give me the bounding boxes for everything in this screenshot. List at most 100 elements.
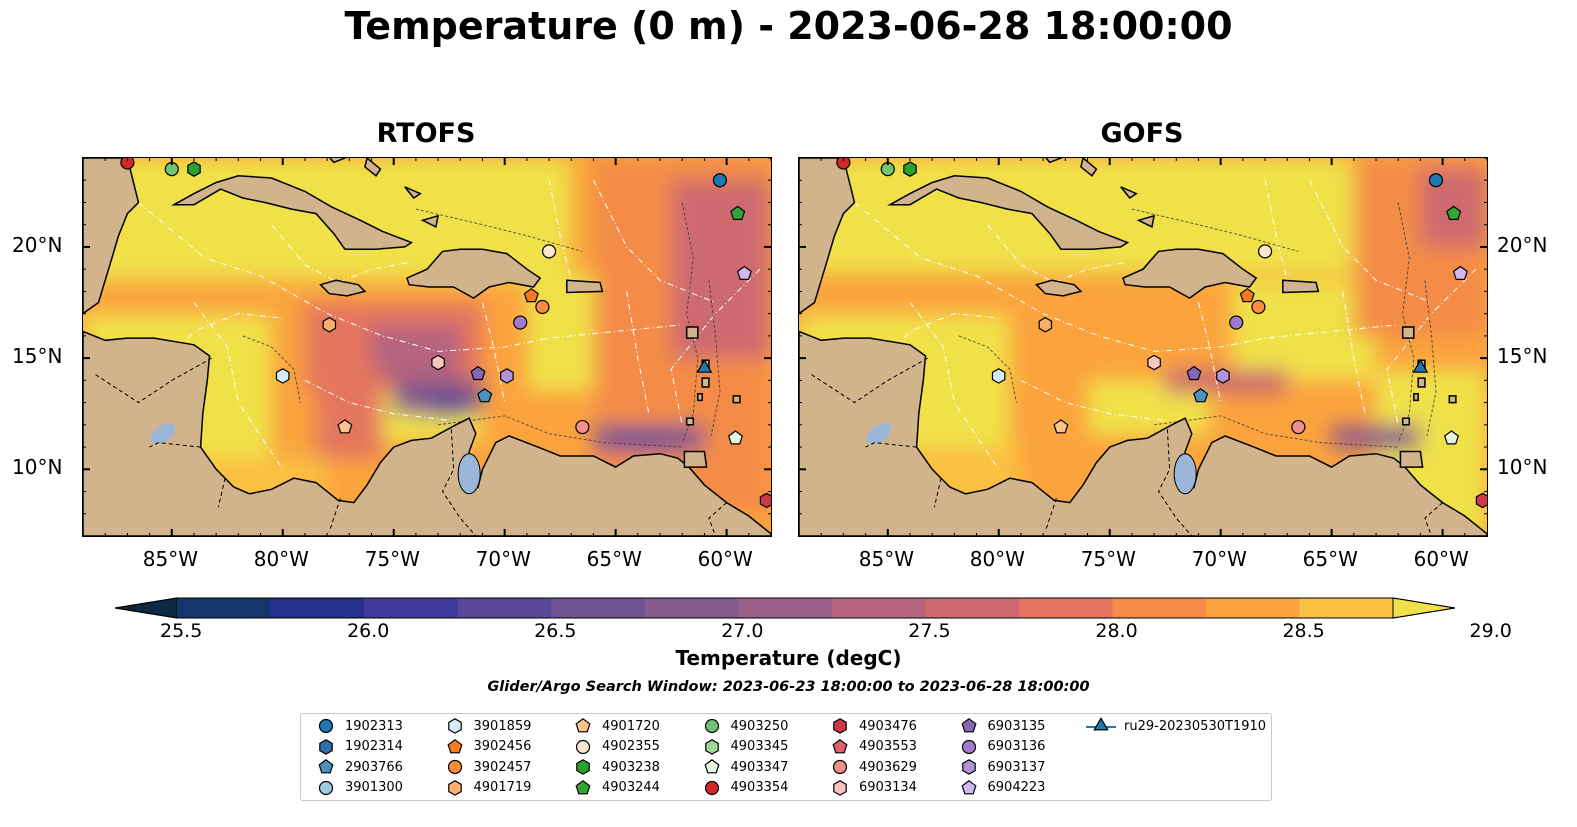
land-mass [887, 175, 1130, 250]
platform-marker-6903137[interactable] [500, 368, 514, 384]
legend-item: 6904223 [958, 778, 1045, 798]
platform-marker-4903238[interactable] [903, 161, 917, 177]
platform-marker-6903134[interactable] [1147, 354, 1161, 371]
platform-marker-4903347[interactable] [727, 430, 744, 445]
platform-marker-3901859[interactable] [275, 368, 290, 384]
legend-pentagon-marker[interactable] [318, 759, 334, 774]
legend-hexagon-marker[interactable] [576, 759, 590, 775]
platform-marker-6904223[interactable] [1452, 265, 1468, 281]
platform-marker-4903347[interactable] [1443, 430, 1460, 445]
platform-marker-4901719[interactable] [1038, 316, 1053, 333]
legend-marker-icon [575, 718, 591, 733]
platform-marker-4901720[interactable] [1053, 419, 1069, 434]
legend-marker-icon [575, 739, 591, 754]
legend-marker-icon [704, 738, 719, 755]
land-mass [404, 186, 422, 200]
map-panel-gofs[interactable] [798, 157, 1488, 537]
platform-marker-4902355[interactable] [541, 244, 557, 259]
legend-hexagon-marker[interactable] [961, 759, 976, 775]
platform-marker-4903476[interactable] [1475, 492, 1487, 509]
legend-hexagon-marker[interactable] [704, 738, 719, 755]
platform-marker-4903238[interactable] [187, 161, 201, 177]
land-mass [83, 158, 140, 315]
land-mass [1035, 279, 1083, 297]
lon-tick-label: 85°W [142, 547, 198, 571]
legend-pentagon-marker[interactable] [703, 759, 720, 774]
legend-pentagon-marker[interactable] [832, 738, 848, 753]
legend-triangle-marker[interactable] [1093, 717, 1109, 731]
colorbar-extend-high [1392, 597, 1455, 619]
legend-hexagon-marker[interactable] [447, 779, 462, 796]
platform-marker-4901719[interactable] [322, 316, 337, 333]
legend-label: 2903766 [345, 759, 403, 775]
platform-marker-1902313[interactable] [712, 173, 728, 188]
platform-marker-4902355[interactable] [1257, 244, 1273, 259]
land-mass [1413, 392, 1419, 402]
legend-marker-icon [960, 718, 977, 733]
legend-hexagon-marker[interactable] [319, 738, 333, 755]
platform-marker-ru29-20230530T1910[interactable] [1412, 358, 1429, 373]
legend-circle-marker[interactable] [961, 739, 976, 754]
legend-pentagon-marker[interactable] [575, 718, 591, 733]
platform-marker-3902456[interactable] [1239, 287, 1255, 303]
platform-marker-2903766[interactable] [1193, 388, 1209, 403]
platform-marker-4903629[interactable] [575, 419, 590, 435]
legend-circle-marker[interactable] [704, 780, 719, 795]
platform-marker-6903135[interactable] [1186, 365, 1202, 381]
platform-marker-4903244[interactable] [1446, 205, 1462, 221]
platform-marker-4903476[interactable] [759, 492, 771, 509]
legend-pentagon-marker[interactable] [960, 718, 977, 733]
country-border [93, 357, 212, 404]
platform-marker-6903134[interactable] [431, 354, 445, 371]
legend-marker-icon [704, 718, 719, 734]
map-panel-rtofs[interactable] [82, 157, 772, 537]
platform-marker-3902456[interactable] [523, 287, 539, 303]
platform-marker-6903136[interactable] [513, 315, 528, 330]
legend-circle-marker[interactable] [704, 718, 719, 734]
land-mass [685, 417, 695, 426]
platform-marker-4903354[interactable] [120, 158, 135, 170]
legend-circle-marker[interactable] [575, 739, 591, 754]
colorbar-tick-label: 29.0 [1469, 620, 1512, 642]
legend-label: 4901720 [602, 718, 660, 734]
platform-marker-3902457[interactable] [1251, 299, 1266, 315]
platform-marker-1902313[interactable] [1428, 173, 1444, 188]
search-window-caption: Glider/Argo Search Window: 2023-06-23 18… [487, 679, 1090, 695]
platform-marker-6903137[interactable] [1216, 368, 1230, 384]
legend-hexagon-marker[interactable] [833, 779, 847, 796]
legend-circle-marker[interactable] [447, 759, 462, 775]
platform-marker-4903244[interactable] [730, 205, 746, 221]
legend-label: 6903134 [859, 780, 917, 795]
legend-pentagon-marker[interactable] [446, 738, 463, 753]
legend-hexagon-marker[interactable] [833, 718, 847, 734]
bathymetry-contour [958, 335, 1017, 403]
legend-pentagon-marker[interactable] [960, 779, 977, 794]
platform-marker-6903135[interactable] [470, 365, 486, 381]
legend-item: 3902457 [444, 757, 531, 777]
legend-item: 4903629 [829, 757, 917, 777]
legend-circle-marker[interactable] [832, 759, 848, 775]
platform-marker-ru29-20230530T1910[interactable] [696, 358, 713, 373]
legend-item: 4902355 [572, 737, 660, 757]
legend-pentagon-marker[interactable] [575, 779, 591, 794]
platform-marker-3902457[interactable] [535, 299, 550, 315]
legend-circle-marker[interactable] [318, 780, 334, 795]
lake-nicaragua [866, 423, 892, 445]
legend-label: 4903354 [730, 780, 789, 795]
land-mass [1136, 214, 1156, 229]
lon-tick-label: 70°W [1191, 547, 1247, 571]
platform-marker-3901859[interactable] [991, 368, 1006, 384]
lat-tick-label-left: 20°N [12, 232, 63, 257]
temperature-patch [620, 435, 672, 450]
legend-circle-marker[interactable] [318, 718, 334, 734]
platform-marker-4903354[interactable] [836, 158, 851, 170]
platform-marker-6904223[interactable] [736, 265, 752, 281]
platform-marker-4901720[interactable] [337, 419, 353, 434]
legend-hexagon-marker[interactable] [447, 718, 462, 734]
platform-marker-4903629[interactable] [1291, 419, 1306, 435]
platform-marker-6903136[interactable] [1229, 315, 1244, 330]
land-mass [171, 175, 414, 250]
legend-item: 4903354 [701, 778, 789, 798]
legend-marker-icon [446, 738, 463, 753]
platform-marker-2903766[interactable] [477, 388, 493, 403]
